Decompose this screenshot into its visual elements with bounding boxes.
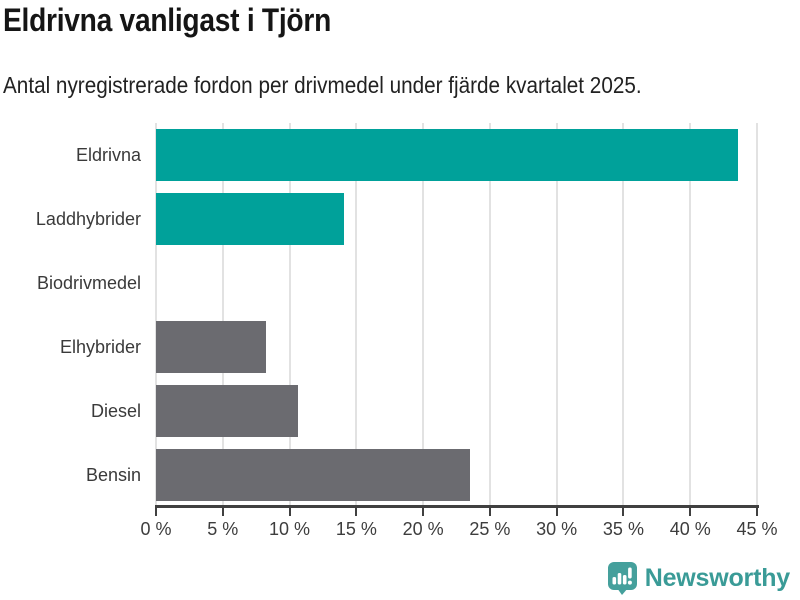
bar-bensin xyxy=(156,449,470,501)
x-axis-tick-label: 10 % xyxy=(269,519,311,539)
bar-diesel xyxy=(156,385,298,437)
gridline xyxy=(355,123,358,507)
gridline xyxy=(288,123,291,507)
plot-area xyxy=(155,123,758,507)
newsworthy-wordmark: Newsworthy xyxy=(644,564,790,592)
x-axis-tick-label: 15 % xyxy=(335,519,377,539)
gridline xyxy=(488,123,491,507)
gridline xyxy=(555,123,558,507)
y-axis-label: Eldrivna xyxy=(75,144,141,165)
gridline xyxy=(155,123,157,507)
x-axis-tick-mark xyxy=(756,508,758,516)
y-axis-label: Diesel xyxy=(90,400,141,421)
bar-row xyxy=(156,123,757,187)
x-axis-tick-label: 40 % xyxy=(669,519,711,539)
gridline xyxy=(689,123,692,507)
x-axis-tick-mark xyxy=(622,508,625,516)
bar-row xyxy=(156,379,757,443)
x-axis-tick-label: 45 % xyxy=(736,519,778,539)
chart-subtitle: Antal nyregistrerade fordon per drivmede… xyxy=(3,72,642,98)
bar-elhybrider xyxy=(156,321,266,373)
x-axis-line xyxy=(155,505,759,508)
y-axis-label: Bensin xyxy=(85,464,141,485)
newsworthy-branding: Newsworthy xyxy=(607,562,790,595)
bar-row xyxy=(156,443,757,507)
x-axis-tick-mark xyxy=(288,508,291,516)
bar-laddhybrider xyxy=(156,193,345,245)
y-axis-label: Biodrivmedel xyxy=(36,272,141,293)
bar-rows xyxy=(156,123,757,507)
x-axis-tick-label: 25 % xyxy=(469,519,511,539)
x-axis-tick-label: 35 % xyxy=(602,519,644,539)
y-axis-label: Elhybrider xyxy=(59,336,141,357)
gridline xyxy=(622,123,625,507)
newsworthy-logo-icon xyxy=(607,562,637,595)
bar-eldrivna xyxy=(156,129,739,181)
x-axis-tick-label: 30 % xyxy=(536,519,578,539)
y-axis-label: Laddhybrider xyxy=(35,208,141,229)
y-axis-labels: Eldrivna Laddhybrider Biodrivmedel Elhybrid… xyxy=(0,123,141,507)
x-axis-tick-mark xyxy=(555,508,558,516)
x-axis-tick-mark xyxy=(155,508,157,516)
bar-row xyxy=(156,187,757,251)
bar-row xyxy=(156,315,757,379)
x-axis-tick-mark xyxy=(689,508,692,516)
chart-title: Eldrivna vanligast i Tjörn xyxy=(3,2,332,38)
x-axis-tick-label: 5 % xyxy=(207,519,239,539)
x-axis: 0 % 5 % 10 % 15 % 20 % 25 % 30 % 35 % 40 % 45 % xyxy=(140,505,778,550)
gridline xyxy=(422,123,425,507)
gridline xyxy=(221,123,224,507)
x-axis-tick-label: 0 % xyxy=(140,519,172,539)
bar-row xyxy=(156,251,757,315)
x-axis-tick-label: 20 % xyxy=(402,519,444,539)
x-axis-tick-mark xyxy=(221,508,224,516)
gridline xyxy=(756,123,758,507)
x-axis-tick-mark xyxy=(355,508,358,516)
x-axis-tick-mark xyxy=(488,508,491,516)
x-axis-tick-mark xyxy=(422,508,425,516)
